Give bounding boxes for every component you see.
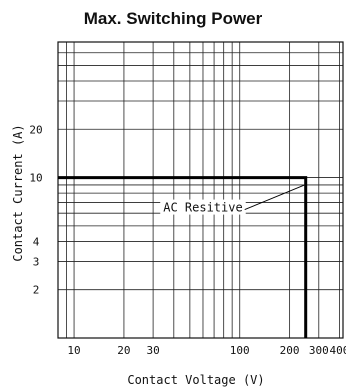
x-tick-label: 300 [309,344,329,357]
annotation-label: AC Resitive [163,201,242,215]
annotation-leader [244,184,305,211]
series-layer [58,176,308,338]
x-tick-label: 200 [280,344,300,357]
y-tick-label: 4 [33,235,40,248]
x-tick-label: 10 [67,344,80,357]
x-axis-label: Contact Voltage (V) [127,373,264,387]
y-axis-label: Contact Current (A) [11,124,25,261]
y-tick-label: 20 [29,123,42,136]
y-tick-label: 3 [33,255,40,268]
x-tick-label: 20 [117,344,130,357]
annotation-layer: AC Resitive [160,184,305,215]
y-tick-labels: 2 3 4 10 20 [29,123,42,296]
annotation-bg [160,199,246,215]
y-tick-label: 2 [33,284,40,297]
chart-title: Max. Switching Power [84,9,263,28]
x-tick-label: 30 [146,344,159,357]
x-tick-label: 400 [330,344,346,357]
x-tick-label: 100 [230,344,250,357]
grid [58,42,343,338]
plot-frame [57,41,344,339]
x-tick-labels: 10 20 30 100 200 300400 [67,344,346,357]
series-line [58,176,308,338]
y-tick-label: 10 [29,172,42,185]
